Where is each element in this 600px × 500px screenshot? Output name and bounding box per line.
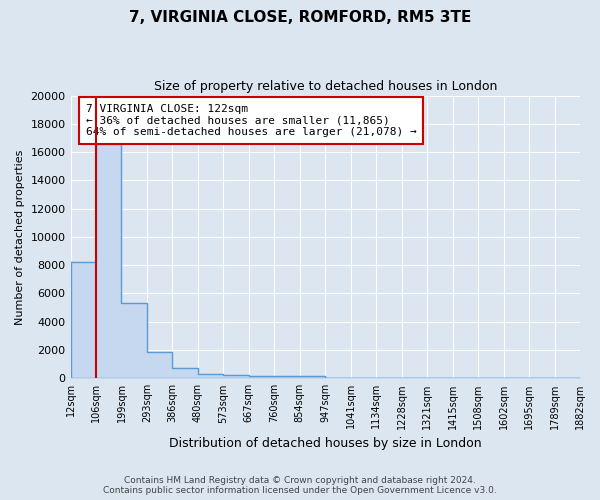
X-axis label: Distribution of detached houses by size in London: Distribution of detached houses by size … [169, 437, 482, 450]
Text: 7 VIRGINIA CLOSE: 122sqm
← 36% of detached houses are smaller (11,865)
64% of se: 7 VIRGINIA CLOSE: 122sqm ← 36% of detach… [86, 104, 416, 137]
Title: Size of property relative to detached houses in London: Size of property relative to detached ho… [154, 80, 497, 93]
Y-axis label: Number of detached properties: Number of detached properties [15, 149, 25, 324]
Text: Contains HM Land Registry data © Crown copyright and database right 2024.
Contai: Contains HM Land Registry data © Crown c… [103, 476, 497, 495]
Text: 7, VIRGINIA CLOSE, ROMFORD, RM5 3TE: 7, VIRGINIA CLOSE, ROMFORD, RM5 3TE [129, 10, 471, 25]
